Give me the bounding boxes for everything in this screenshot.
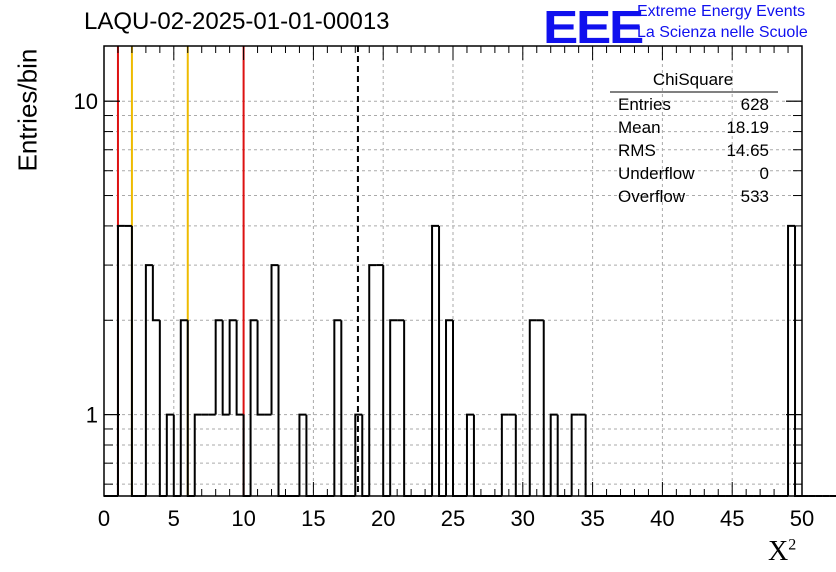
histogram-bin [221,320,230,416]
x-tick-label: 30 [511,506,535,531]
x-tick-label: 25 [441,506,465,531]
x-axis-label-base: X [768,536,789,567]
histogram-bin [452,320,460,497]
histogram-bin [193,413,202,496]
logo-caption-line2: La Scienza nelle Scuole [637,24,808,41]
histogram-bin [158,320,167,497]
histogram-bin [151,265,160,322]
y-tick-label: 10 [74,89,98,114]
histogram-bin [214,319,223,415]
stats-row-value: 14.65 [726,141,769,160]
histogram-bin [445,319,453,496]
histogram-bin [549,413,558,496]
histogram-bin [144,264,153,496]
histogram-bin [500,413,509,496]
histogram-bin [235,320,244,416]
histogram-bin [116,224,125,496]
histogram-bin [465,413,474,496]
histogram-bin [298,413,307,496]
stats-box: ChiSquare Entries 628 Mean 18.19 RMS 14.65 Und… [610,70,778,206]
histogram-bin [165,413,174,496]
histogram-bin [179,319,188,496]
x-tick-label: 5 [168,506,180,531]
histogram-bin [277,265,286,497]
stats-title: ChiSquare [653,70,733,89]
stats-row-label: Underflow [618,164,695,183]
x-tick-label: 10 [231,506,255,531]
histogram-bin [186,320,195,497]
x-tick-label: 45 [720,506,744,531]
histogram-bin [542,320,551,497]
histogram-bin [382,265,391,497]
histogram-bin [794,225,802,497]
histogram-bin [340,320,349,497]
x-tick-label: 0 [98,506,110,531]
histogram-layer [104,224,836,497]
histogram-bin [431,224,440,496]
x-tick-label: 50 [790,506,814,531]
x-tick-label: 20 [371,506,395,531]
stats-row-value: 18.19 [726,118,769,137]
eee-logo: EEE [543,1,644,53]
stats-row-value: 0 [760,164,769,183]
x-axis-label-sup: 2 [788,536,797,554]
stats-row-label: Entries [618,95,671,114]
x-tick-label: 15 [301,506,325,531]
histogram-bin [787,224,796,496]
histogram-bin [528,319,537,496]
y-tick-label: 1 [86,403,98,428]
stats-row-label: RMS [618,141,656,160]
histogram-bin [570,413,579,496]
histogram-bin [438,225,447,497]
stats-row-label: Overflow [618,187,686,206]
x-tick-label: 40 [650,506,674,531]
histogram-bin [256,320,265,416]
stats-row-value: 628 [741,95,769,114]
histogram-bin [368,264,377,496]
histogram-bin [228,319,237,415]
histogram-bin [270,264,279,415]
stats-row-value: 533 [741,187,769,206]
tick-layer: 0 5 10 15 20 25 30 35 40 45 50 1 10 [74,46,814,531]
stats-row-label: Mean [618,118,661,137]
chart-title: LAQU-02-2025-01-01-00013 [84,8,390,35]
histogram-bin [354,413,363,496]
histogram-bin [130,225,139,497]
histogram-bin [403,320,412,497]
histogram-bin [249,319,258,496]
x-axis-label: X2 [768,536,796,568]
x-tick-label: 35 [580,506,604,531]
histogram-bin [333,319,342,496]
logo-caption-line1: Extreme Energy Events [637,3,806,20]
histogram-bin [389,319,398,496]
